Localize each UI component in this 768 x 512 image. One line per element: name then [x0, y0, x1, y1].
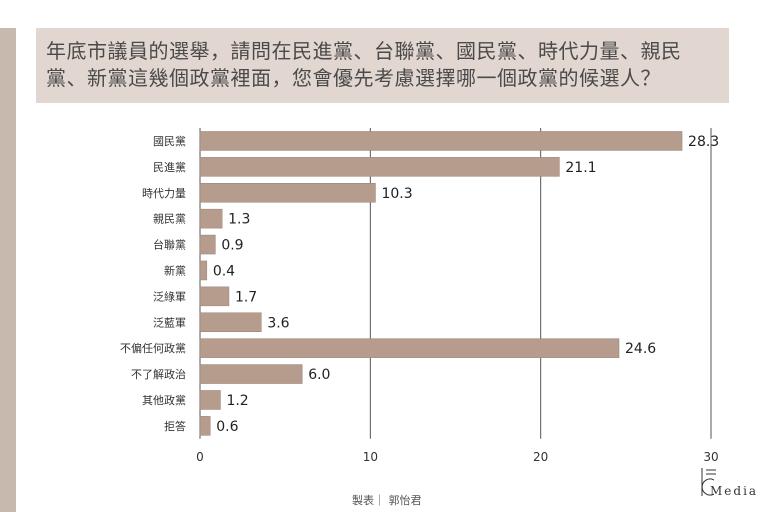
data-label: 21.1 — [565, 160, 596, 176]
bar — [199, 131, 683, 151]
category-label: 不偏任何政黨 — [120, 341, 186, 355]
data-label: 0.4 — [213, 263, 235, 279]
bar — [199, 390, 221, 410]
category-label: 不了解政治 — [131, 367, 186, 381]
bar — [199, 260, 208, 281]
data-label: 1.2 — [226, 393, 248, 409]
credit-text: 製表｜ 郭怡君 — [352, 494, 422, 507]
data-label: 24.6 — [625, 341, 656, 357]
bar — [199, 416, 211, 436]
bar — [199, 234, 216, 255]
data-label: 1.3 — [228, 212, 250, 228]
bar — [199, 183, 376, 203]
logo-text: Media — [710, 484, 759, 498]
x-tick-label: 30 — [703, 450, 718, 464]
bar — [199, 312, 262, 332]
data-label: 0.9 — [221, 238, 243, 254]
data-label: 3.6 — [267, 315, 289, 331]
bar — [199, 364, 303, 384]
left-accent-bar — [0, 28, 16, 512]
data-label: 10.3 — [381, 186, 412, 202]
question-header: 年底市議員的選舉，請問在民進黨、台聯黨、國民黨、時代力量、親民黨、新黨這幾個政黨… — [36, 28, 729, 103]
category-label: 親民黨 — [153, 212, 186, 226]
data-label: 0.6 — [216, 419, 238, 435]
category-label: 拒答 — [164, 419, 186, 433]
question-text: 年底市議員的選舉，請問在民進黨、台聯黨、國民黨、時代力量、親民黨、新黨這幾個政黨… — [46, 39, 682, 90]
data-label: 1.7 — [235, 289, 257, 305]
category-label: 時代力量 — [142, 187, 186, 200]
category-label: 其他政黨 — [142, 393, 186, 407]
category-label: 泛藍軍 — [153, 316, 186, 329]
x-tick-label: 10 — [363, 450, 378, 464]
bar — [199, 157, 560, 177]
bar — [199, 286, 230, 307]
x-tick-label: 20 — [533, 450, 548, 464]
category-label: 國民黨 — [153, 134, 186, 148]
data-label: 6.0 — [308, 367, 330, 383]
media-logo: Media — [684, 466, 766, 510]
category-label: 泛綠軍 — [153, 290, 186, 303]
x-tick-label: 0 — [196, 450, 204, 464]
category-label: 新黨 — [164, 263, 186, 277]
category-label: 民進黨 — [153, 160, 186, 174]
data-label: 28.3 — [688, 134, 719, 150]
bar — [199, 208, 223, 229]
bar — [199, 338, 620, 358]
category-label: 台聯黨 — [153, 238, 186, 252]
